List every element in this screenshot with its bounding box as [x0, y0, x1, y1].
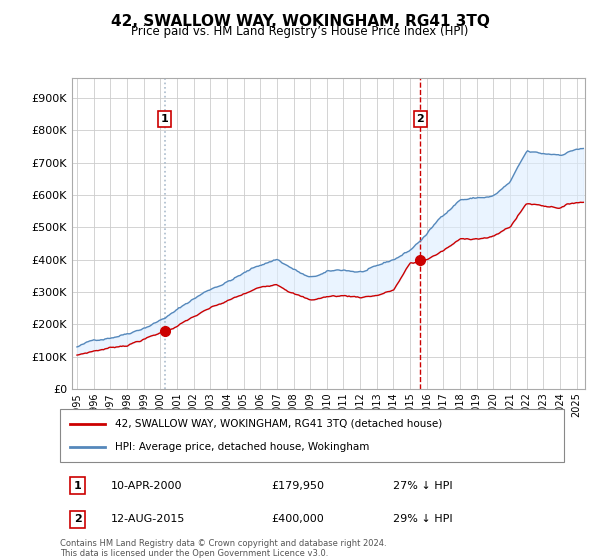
Text: 12-AUG-2015: 12-AUG-2015 [110, 515, 185, 524]
Text: 42, SWALLOW WAY, WOKINGHAM, RG41 3TQ (detached house): 42, SWALLOW WAY, WOKINGHAM, RG41 3TQ (de… [115, 419, 443, 429]
Text: 29% ↓ HPI: 29% ↓ HPI [392, 515, 452, 524]
Text: £400,000: £400,000 [272, 515, 325, 524]
Text: Contains HM Land Registry data © Crown copyright and database right 2024.
This d: Contains HM Land Registry data © Crown c… [60, 539, 386, 558]
Text: 10-APR-2000: 10-APR-2000 [110, 481, 182, 491]
Text: 2: 2 [416, 114, 424, 124]
Text: 1: 1 [161, 114, 169, 124]
Text: HPI: Average price, detached house, Wokingham: HPI: Average price, detached house, Woki… [115, 442, 370, 452]
FancyBboxPatch shape [60, 409, 564, 462]
Text: 2: 2 [74, 515, 82, 524]
Text: Price paid vs. HM Land Registry’s House Price Index (HPI): Price paid vs. HM Land Registry’s House … [131, 25, 469, 38]
Text: 42, SWALLOW WAY, WOKINGHAM, RG41 3TQ: 42, SWALLOW WAY, WOKINGHAM, RG41 3TQ [110, 14, 490, 29]
Text: 27% ↓ HPI: 27% ↓ HPI [392, 481, 452, 491]
Text: £179,950: £179,950 [272, 481, 325, 491]
Text: 1: 1 [74, 481, 82, 491]
